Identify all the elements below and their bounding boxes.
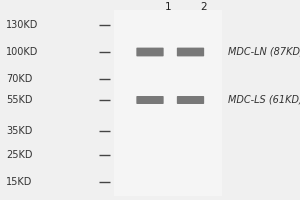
Text: 15KD: 15KD xyxy=(6,177,32,187)
Text: 25KD: 25KD xyxy=(6,150,32,160)
FancyBboxPatch shape xyxy=(177,48,204,56)
Text: MDC-LN (87KD): MDC-LN (87KD) xyxy=(228,47,300,57)
FancyBboxPatch shape xyxy=(136,48,164,56)
Text: 1: 1 xyxy=(165,2,171,12)
Text: MDC-LS (61KD): MDC-LS (61KD) xyxy=(228,95,300,105)
Bar xyxy=(114,10,222,196)
Text: 130KD: 130KD xyxy=(6,20,38,30)
Text: 55KD: 55KD xyxy=(6,95,32,105)
Text: 70KD: 70KD xyxy=(6,74,32,84)
FancyBboxPatch shape xyxy=(136,96,164,104)
Text: 2: 2 xyxy=(201,2,207,12)
Text: 100KD: 100KD xyxy=(6,47,38,57)
Text: 35KD: 35KD xyxy=(6,126,32,136)
FancyBboxPatch shape xyxy=(177,96,204,104)
